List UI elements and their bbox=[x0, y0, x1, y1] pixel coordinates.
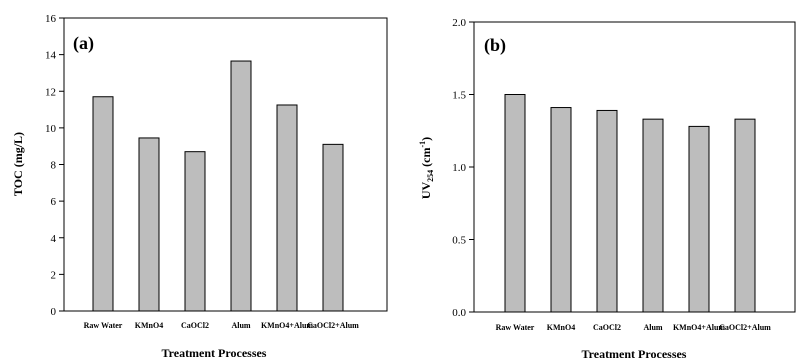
chart-b-x-axis-label: Treatment Processes bbox=[582, 347, 687, 360]
chart-b-y-axis-label: UV254 (cm-1) bbox=[418, 137, 435, 199]
bar bbox=[276, 104, 298, 312]
category-label: CaOCl2 bbox=[181, 321, 209, 330]
y-tick-label: 10 bbox=[45, 123, 57, 135]
bar bbox=[596, 109, 618, 313]
y-tick-label: 1.5 bbox=[452, 90, 466, 102]
category-label: KMnO4 bbox=[547, 323, 575, 332]
bar bbox=[92, 96, 114, 312]
chart-a-y-ticks: 0 2 4 6 8 10 12 14 16 bbox=[45, 13, 64, 318]
chart-a-y-axis-label: TOC (mg/L) bbox=[11, 132, 25, 196]
category-label: Alum bbox=[231, 321, 250, 330]
bar bbox=[322, 143, 344, 312]
chart-a-x-axis-label: Treatment Processes bbox=[162, 346, 267, 360]
chart-a-bars bbox=[92, 60, 344, 312]
bar bbox=[230, 60, 252, 312]
bar bbox=[138, 137, 160, 312]
category-label: KMnO4 bbox=[135, 321, 163, 330]
bar bbox=[504, 94, 526, 313]
category-label: CaOCl2 bbox=[593, 323, 621, 332]
chart-a: 0 2 4 6 8 10 12 14 16 Raw Water KMnO4 CaOCl2 Alum KM… bbox=[11, 13, 388, 360]
category-label: CaOCl2+Alum bbox=[719, 323, 771, 332]
bar bbox=[688, 125, 710, 313]
y-tick-label: 0 bbox=[51, 306, 57, 318]
category-label: CaOCl2+Alum bbox=[307, 321, 359, 330]
y-tick-label: 2.0 bbox=[452, 17, 466, 29]
category-label: Raw Water bbox=[496, 323, 535, 332]
chart-b-panel-label: (b) bbox=[484, 35, 506, 56]
y-tick-label: 12 bbox=[45, 86, 56, 98]
bar bbox=[642, 118, 664, 313]
y-tick-label: 8 bbox=[51, 160, 57, 172]
y-tick-label: 0.0 bbox=[452, 307, 466, 319]
y-tick-label: 2 bbox=[51, 269, 57, 281]
y-tick-label: 4 bbox=[51, 233, 57, 245]
chart-b-y-ticks: 0.0 0.5 1.0 1.5 2.0 bbox=[452, 17, 474, 319]
y-tick-label: 16 bbox=[45, 13, 57, 25]
y-tick-label: 0.5 bbox=[452, 235, 466, 247]
bar bbox=[734, 118, 756, 313]
bar bbox=[184, 151, 206, 312]
category-label: Raw Water bbox=[84, 321, 123, 330]
chart-a-panel-label: (a) bbox=[73, 33, 94, 54]
category-label: KMnO4+Alum bbox=[673, 323, 725, 332]
category-label: KMnO4+Alum bbox=[261, 321, 313, 330]
chart-a-categories: Raw Water KMnO4 CaOCl2 Alum KMnO4+AlumCaOCl2… bbox=[84, 321, 360, 330]
y-tick-label: 1.0 bbox=[452, 162, 466, 174]
category-label: Alum bbox=[643, 323, 662, 332]
y-tick-label: 6 bbox=[51, 196, 57, 208]
bar bbox=[550, 107, 572, 313]
chart-b: 0.0 0.5 1.0 1.5 2.0 Raw Water KMnO4 CaOCl2 Alum… bbox=[418, 17, 796, 360]
y-tick-label: 14 bbox=[45, 50, 57, 62]
chart-b-categories: Raw Water KMnO4 CaOCl2 Alum KMnO4+AlumCaOCl2… bbox=[496, 323, 772, 332]
chart-b-bars bbox=[504, 94, 756, 313]
